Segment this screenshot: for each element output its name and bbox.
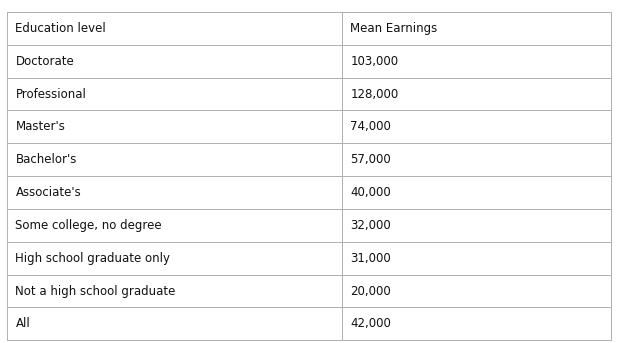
- Bar: [7, 209, 342, 242]
- Text: Master's: Master's: [15, 120, 66, 133]
- Text: Bachelor's: Bachelor's: [15, 153, 77, 166]
- Text: 42,000: 42,000: [350, 317, 391, 330]
- Bar: [342, 45, 611, 78]
- Text: 57,000: 57,000: [350, 153, 391, 166]
- Text: Professional: Professional: [15, 87, 87, 100]
- Text: 103,000: 103,000: [350, 55, 399, 68]
- Text: 128,000: 128,000: [350, 87, 399, 100]
- Bar: [342, 143, 611, 176]
- Bar: [342, 110, 611, 143]
- Text: All: All: [15, 317, 30, 330]
- Bar: [7, 110, 342, 143]
- Text: High school graduate only: High school graduate only: [15, 252, 171, 265]
- Text: 74,000: 74,000: [350, 120, 391, 133]
- Bar: [7, 275, 342, 307]
- Text: Doctorate: Doctorate: [15, 55, 74, 68]
- Text: Mean Earnings: Mean Earnings: [350, 22, 438, 35]
- Bar: [342, 307, 611, 340]
- Bar: [7, 242, 342, 275]
- Bar: [7, 176, 342, 209]
- Bar: [342, 275, 611, 307]
- Text: 20,000: 20,000: [350, 284, 391, 297]
- Bar: [7, 78, 342, 110]
- Bar: [342, 12, 611, 45]
- Bar: [7, 307, 342, 340]
- Text: 31,000: 31,000: [350, 252, 391, 265]
- Text: Education level: Education level: [15, 22, 106, 35]
- Bar: [342, 242, 611, 275]
- Text: 32,000: 32,000: [350, 219, 391, 232]
- Bar: [7, 45, 342, 78]
- Bar: [342, 78, 611, 110]
- Bar: [7, 143, 342, 176]
- Text: Some college, no degree: Some college, no degree: [15, 219, 162, 232]
- Text: Associate's: Associate's: [15, 186, 81, 199]
- Bar: [7, 12, 342, 45]
- Text: Not a high school graduate: Not a high school graduate: [15, 284, 176, 297]
- Bar: [342, 209, 611, 242]
- Bar: [342, 176, 611, 209]
- Text: 40,000: 40,000: [350, 186, 391, 199]
